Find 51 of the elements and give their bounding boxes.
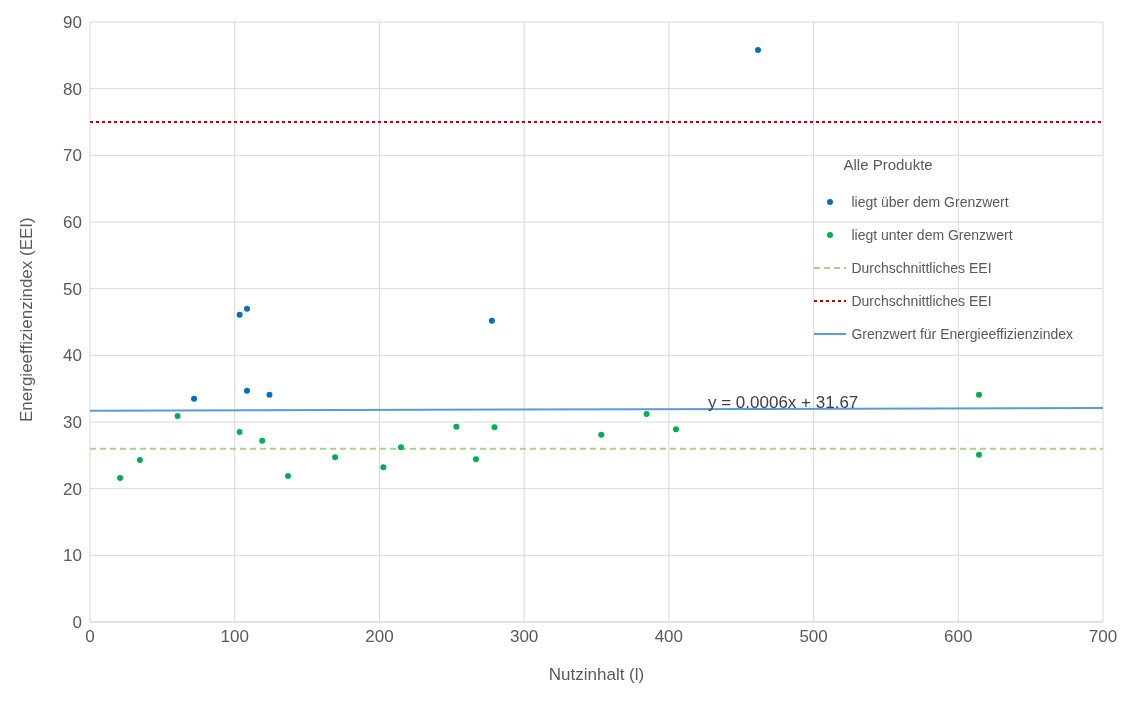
legend-label: Durchschnittliches EEI: [851, 259, 992, 276]
legend-label: liegt über dem Grenzwert: [851, 193, 1009, 210]
annotation: y = 0.0006x + 31.67: [708, 393, 859, 413]
x-axis-title: Nutzinhalt (l): [548, 665, 645, 684]
y-tick-label: 40: [63, 346, 82, 366]
point: [472, 456, 479, 463]
legend-title: Alle Produkte: [843, 156, 934, 173]
y-tick-label: 70: [63, 146, 82, 166]
x-tick-label: 200: [365, 627, 394, 647]
point: [244, 305, 251, 312]
point: [244, 387, 251, 394]
y-tick-label: 10: [63, 546, 82, 566]
y-tick-label: 90: [63, 13, 82, 33]
legend-label: liegt unter dem Grenzwert: [851, 226, 1013, 243]
point: [236, 311, 243, 318]
point: [672, 426, 679, 433]
legend-label: Durchschnittliches EEI: [851, 292, 992, 309]
point: [266, 391, 273, 398]
x-tick-label: 300: [509, 627, 539, 647]
y-tick-label: 0: [72, 613, 82, 633]
point: [643, 411, 650, 417]
point: [236, 429, 243, 435]
point: [332, 454, 339, 461]
point: [488, 317, 495, 324]
point: [284, 473, 291, 479]
point: [117, 475, 124, 481]
y-tick-label: 20: [63, 479, 82, 499]
point: [191, 395, 198, 402]
point: [975, 451, 982, 458]
x-tick-label: 0: [85, 627, 95, 647]
y-axis-title: Energieeffizienzindex (EEI): [17, 217, 37, 422]
point: [174, 413, 181, 419]
y-tick-label: 80: [63, 79, 82, 99]
x-tick-label: 700: [1088, 627, 1118, 647]
x-tick-label: 400: [654, 627, 684, 647]
point: [975, 391, 982, 398]
legend-label: Grenzwert für Energieeffizienzindex: [851, 325, 1073, 342]
point: [755, 47, 761, 53]
x-tick-label: 600: [944, 627, 973, 647]
point: [453, 423, 460, 430]
point: [598, 431, 605, 438]
point: [397, 444, 404, 451]
x-tick-label: 100: [220, 627, 249, 647]
point: [136, 457, 143, 463]
point: [491, 424, 498, 431]
y-tick-label: 60: [63, 213, 82, 233]
point: [380, 464, 387, 471]
y-tick-label: 30: [63, 413, 82, 433]
x-tick-label: 500: [799, 627, 828, 647]
point: [259, 437, 266, 444]
y-tick-label: 50: [63, 279, 82, 299]
